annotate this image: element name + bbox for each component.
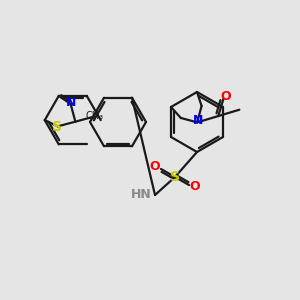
Text: O: O xyxy=(220,90,231,103)
Text: S: S xyxy=(52,120,62,134)
Text: O: O xyxy=(150,160,160,173)
Text: O: O xyxy=(190,181,200,194)
Text: HN: HN xyxy=(131,188,152,200)
Text: N: N xyxy=(193,114,203,127)
Text: N: N xyxy=(65,96,76,110)
Text: S: S xyxy=(170,170,180,184)
Text: CH₃: CH₃ xyxy=(85,111,104,122)
